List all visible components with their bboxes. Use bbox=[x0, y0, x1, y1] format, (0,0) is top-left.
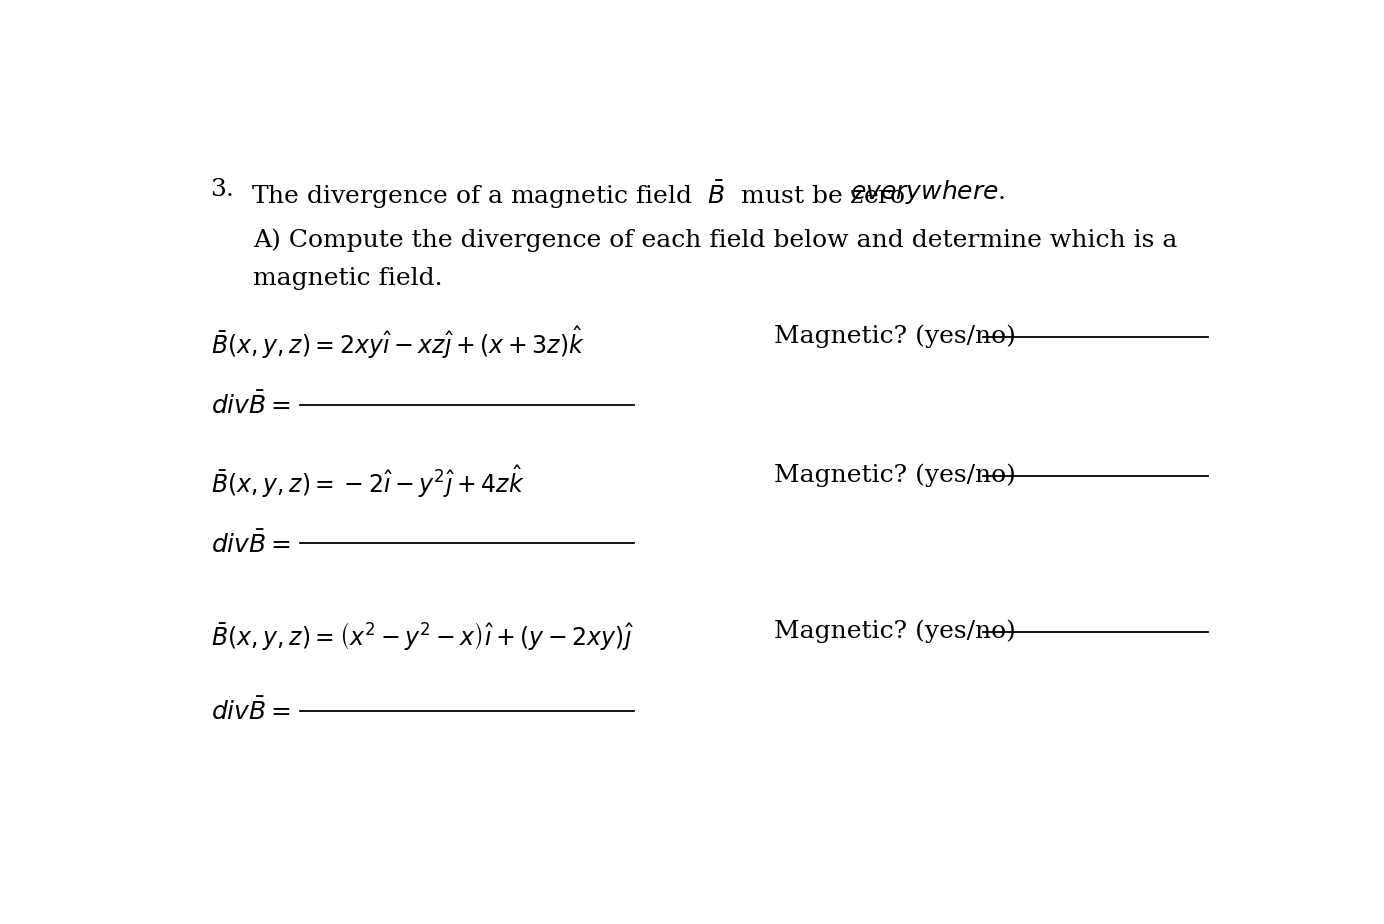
Text: A) Compute the divergence of each field below and determine which is a: A) Compute the divergence of each field … bbox=[253, 228, 1178, 252]
Text: Magnetic? (yes/no): Magnetic? (yes/no) bbox=[774, 620, 1016, 643]
Text: Magnetic? (yes/no): Magnetic? (yes/no) bbox=[774, 463, 1016, 487]
Text: $div\bar{B}=$: $div\bar{B}=$ bbox=[210, 392, 291, 419]
Text: The divergence of a magnetic field  $\bar{B}$  must be zero: The divergence of a magnetic field $\bar… bbox=[252, 178, 907, 211]
Text: $div\bar{B}=$: $div\bar{B}=$ bbox=[210, 530, 291, 558]
Text: magnetic field.: magnetic field. bbox=[253, 267, 443, 290]
Text: $\bar{B}(x,y,z)=\left(x^{2}-y^{2}-x\right)\hat{\imath}+(y-2xy)\hat{\jmath}$: $\bar{B}(x,y,z)=\left(x^{2}-y^{2}-x\righ… bbox=[210, 620, 634, 651]
Text: $div\bar{B}=$: $div\bar{B}=$ bbox=[210, 698, 291, 725]
Text: 3.: 3. bbox=[210, 178, 234, 201]
Text: $\bar{B}(x,y,z)=2xy\hat{\imath}-xz\hat{\jmath}+(x+3z)\hat{k}$: $\bar{B}(x,y,z)=2xy\hat{\imath}-xz\hat{\… bbox=[210, 324, 584, 360]
Text: Magnetic? (yes/no): Magnetic? (yes/no) bbox=[774, 324, 1016, 347]
Text: $\bar{B}(x,y,z)=-2\hat{\imath}-y^{2}\hat{\jmath}+4z\hat{k}$: $\bar{B}(x,y,z)=-2\hat{\imath}-y^{2}\hat… bbox=[210, 463, 525, 500]
Text: $\it{everywhere}$.: $\it{everywhere}$. bbox=[850, 178, 1005, 206]
